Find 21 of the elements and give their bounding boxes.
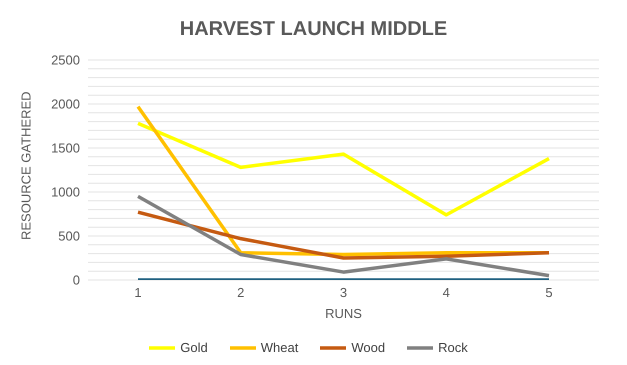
legend-label: Wood	[351, 340, 386, 355]
x-tick-label: 1	[134, 285, 142, 300]
y-tick-label: 1000	[51, 184, 80, 200]
x-axis-title: RUNS	[325, 306, 362, 321]
line-series	[136, 122, 551, 217]
y-tick-label: 2500	[51, 52, 80, 68]
y-axis-title: RESOURCE GATHERED	[18, 91, 34, 240]
x-tick-label: 4	[442, 285, 450, 300]
legend-label: Wheat	[260, 340, 298, 355]
legend-label: Rock	[438, 340, 468, 355]
y-tick-label: 1500	[51, 140, 80, 156]
y-tick-label: 2000	[51, 96, 80, 112]
line-series	[136, 194, 551, 278]
chart-title: HARVEST LAUNCH MIDDLE	[178, 17, 448, 42]
y-tick-label: 0	[72, 272, 80, 288]
x-tick-label: 2	[237, 285, 244, 300]
line-series	[136, 210, 551, 260]
x-tick-label: 5	[545, 285, 553, 300]
y-tick-label: 500	[58, 228, 80, 244]
x-tick-label: 3	[340, 285, 348, 300]
legend-label: Gold	[180, 340, 208, 355]
